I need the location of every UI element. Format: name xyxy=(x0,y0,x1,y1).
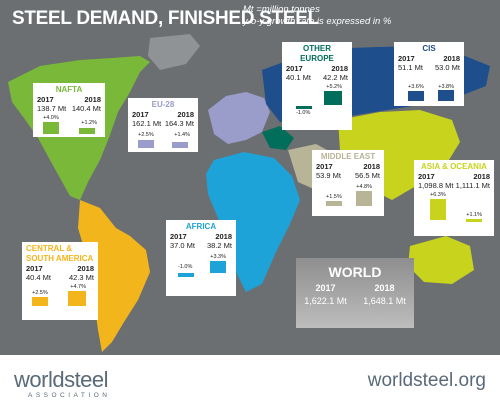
growth-bar-2017 xyxy=(178,273,194,277)
csa-box: CENTRAL & SOUTH AMERICA 2017 2018 40.4 Mt… xyxy=(22,242,98,320)
growth-label-2017: -1.0% xyxy=(296,110,311,116)
growth-label-2018: +5.2% xyxy=(326,84,342,90)
world-title: WORLD xyxy=(328,264,382,280)
other-europe-box: OTHER EUROPE 2017 2018 40.1 Mt 42.2 Mt +5.… xyxy=(282,42,352,130)
growth-label-2018: +1.2% xyxy=(81,120,97,126)
nafta-box: NAFTA 2017 2018 138.7 Mt 140.4 Mt +4.0% +1… xyxy=(33,83,105,137)
growth-bar-2018 xyxy=(68,291,86,306)
region-name: NAFTA xyxy=(55,85,83,94)
growth-label-2018: +4.8% xyxy=(356,184,372,190)
growth-bar-2017 xyxy=(32,297,48,306)
growth-bar-2017 xyxy=(138,140,154,148)
region-name: OTHER EUROPE xyxy=(300,44,334,63)
eu28-region xyxy=(208,92,270,144)
region-name: CENTRAL & SOUTH AMERICA xyxy=(26,244,94,263)
growth-label-2017: +1.5% xyxy=(326,194,342,200)
footer: worldsteel ASSOCIATION worldsteel.org xyxy=(0,355,500,410)
growth-label-2017: +3.6% xyxy=(408,84,424,90)
worldsteel-logo: worldsteel xyxy=(14,367,109,392)
eu28-box: EU-28 2017 2018 162.1 Mt 164.3 Mt +2.5% +1… xyxy=(128,98,198,152)
growth-bar-2018 xyxy=(356,191,372,206)
logo-subtitle: ASSOCIATION xyxy=(28,392,111,399)
region-name: MIDDLE EAST xyxy=(320,152,376,161)
greenland xyxy=(148,34,200,70)
growth-bar-2017 xyxy=(430,199,446,220)
website-link[interactable]: worldsteel.org xyxy=(367,370,486,391)
growth-label-2017: +4.0% xyxy=(43,115,59,121)
growth-bar-2017 xyxy=(43,122,59,134)
oceania-region xyxy=(408,236,474,284)
growth-label-2018: +3.8% xyxy=(438,84,454,90)
growth-bar-2018 xyxy=(438,90,454,101)
growth-bar-2018 xyxy=(79,128,95,134)
region-name: CIS xyxy=(422,44,436,53)
growth-label-2018: +4.7% xyxy=(70,284,86,290)
cis-box: CIS 2017 2018 51.1 Mt 53.0 Mt +3.6% +3.8% xyxy=(394,42,464,106)
growth-label-2017: +6.3% xyxy=(430,192,446,198)
growth-label-2018: +1.1% xyxy=(466,212,482,218)
page-title: STEEL DEMAND, FINISHED STEEL xyxy=(12,8,319,29)
growth-label-2017: +2.5% xyxy=(138,132,154,138)
africa-box: AFRICA 2017 2018 37.0 Mt 38.2 Mt +3.3% -1.… xyxy=(166,220,236,296)
growth-label-2017: +2.5% xyxy=(32,290,48,296)
growth-label-2018: +1.4% xyxy=(174,132,190,138)
region-name: ASIA & OCEANIA xyxy=(421,162,487,171)
middle-east-box: MIDDLE EAST 2017 2018 53.9 Mt 56.5 Mt +4.8… xyxy=(312,150,384,216)
growth-bar-2017 xyxy=(408,91,424,101)
growth-label-2017: -1.0% xyxy=(178,264,193,270)
africa-region xyxy=(206,152,300,292)
growth-bar-2018 xyxy=(466,219,482,222)
growth-bar-2018 xyxy=(324,91,342,105)
region-name: AFRICA xyxy=(185,222,217,231)
asia-oceania-box: ASIA & OCEANIA 2017 2018 1,098.8 Mt 1,111.… xyxy=(414,160,494,236)
growth-bar-2017 xyxy=(296,106,312,109)
region-name: EU-28 xyxy=(151,100,175,109)
growth-bar-2017 xyxy=(326,201,342,206)
growth-bar-2018 xyxy=(172,142,188,148)
other-europe-region xyxy=(262,126,294,150)
header: STEEL DEMAND, FINISHED STEEL Mt =million… xyxy=(0,0,500,34)
world-box: WORLD 2017 2018 1,622.1 Mt 1,648.1 Mt xyxy=(296,258,414,328)
units-note: Mt =million tonnes y-o-y growth rate is … xyxy=(243,4,392,27)
growth-label-2018: +3.3% xyxy=(210,254,226,260)
growth-bar-2018 xyxy=(210,261,226,273)
